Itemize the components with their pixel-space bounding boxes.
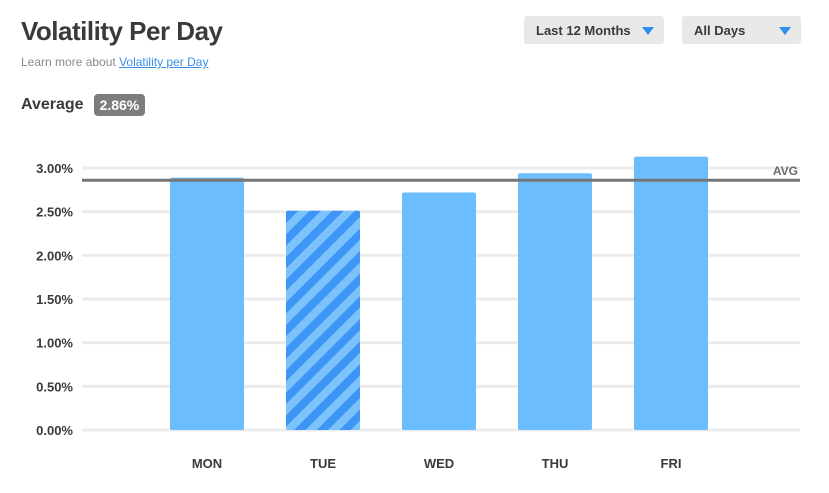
- bars: [170, 156, 708, 431]
- bar-tue[interactable]: [286, 210, 360, 430]
- page-title: Volatility Per Day: [21, 16, 223, 46]
- y-tick-label: 1.50%: [36, 292, 73, 307]
- bar-thu[interactable]: [518, 173, 592, 431]
- x-tick-label: WED: [424, 456, 454, 471]
- chevron-down-icon: [642, 27, 654, 35]
- learn-more-link[interactable]: Volatility per Day: [119, 55, 209, 69]
- bar-fri[interactable]: [634, 156, 708, 430]
- x-tick-label: FRI: [661, 456, 682, 471]
- y-axis-ticks: 0.00% 0.50% 1.00% 1.50% 2.00% 2.50% 3.00%: [36, 161, 73, 438]
- days-dropdown[interactable]: All Days: [682, 16, 801, 44]
- period-dropdown[interactable]: Last 12 Months: [524, 16, 664, 44]
- bar-wed[interactable]: [402, 192, 476, 430]
- chevron-down-icon: [779, 27, 791, 35]
- average-badge: 2.86%: [93, 94, 146, 116]
- average-line-label: AVG: [773, 164, 798, 178]
- y-tick-label: 0.50%: [36, 379, 73, 394]
- x-axis-labels: MON TUE WED THU FRI: [192, 456, 682, 471]
- y-tick-label: 1.00%: [36, 336, 73, 351]
- y-tick-label: 0.00%: [36, 423, 73, 438]
- y-tick-label: 3.00%: [36, 161, 73, 176]
- average-summary: Average 2.86%: [21, 94, 146, 116]
- days-dropdown-label: All Days: [694, 22, 746, 38]
- average-reference: AVG: [82, 164, 800, 182]
- average-label: Average: [21, 96, 84, 113]
- x-tick-label: THU: [542, 456, 569, 471]
- bar-mon[interactable]: [170, 177, 244, 430]
- learn-more-prefix: Learn more about: [21, 55, 116, 69]
- period-dropdown-label: Last 12 Months: [536, 22, 631, 38]
- x-tick-label: MON: [192, 456, 222, 471]
- y-tick-label: 2.00%: [36, 248, 73, 263]
- learn-more-text: Learn more about Volatility per Day: [21, 55, 208, 69]
- y-tick-label: 2.50%: [36, 205, 73, 220]
- x-tick-label: TUE: [310, 456, 336, 471]
